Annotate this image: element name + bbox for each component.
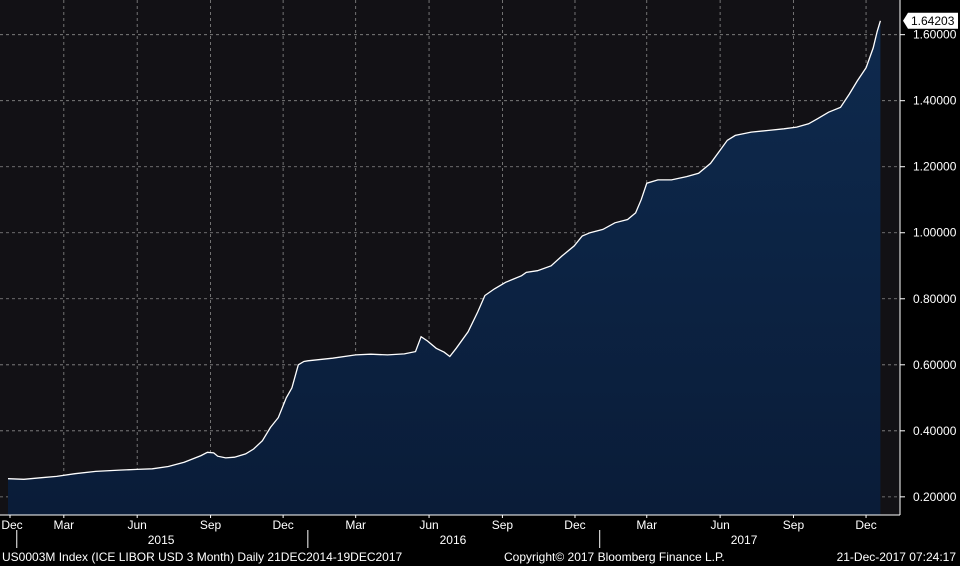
y-tick-label: 0.60000	[913, 358, 957, 372]
last-value-label: 1.64203	[911, 14, 955, 28]
series-line	[7, 20, 882, 480]
x-tick-label: Mar	[53, 518, 74, 532]
y-tick-label: 0.40000	[913, 424, 957, 438]
x-tick-label: Sep	[783, 518, 805, 532]
x-tick-label: Dec	[564, 518, 585, 532]
last-value-marker: 1.64203	[903, 12, 958, 29]
y-axis-ticks: 0.20000 0.40000 0.60000 0.80000 1.00000 1.200…	[900, 28, 957, 504]
x-tick-label: Dec	[1, 518, 22, 532]
year-label: 2016	[440, 533, 467, 547]
y-tick-label: 1.20000	[913, 160, 957, 174]
y-tick-label: 1.40000	[913, 94, 957, 108]
x-tick-label: Jun	[128, 518, 147, 532]
y-tick-label: 0.80000	[913, 292, 957, 306]
x-tick-label: Dec	[272, 518, 293, 532]
y-tick-label: 0.20000	[913, 490, 957, 504]
footer-copyright: Copyright© 2017 Bloomberg Finance L.P.	[504, 550, 725, 564]
year-label: 2017	[731, 533, 758, 547]
series-area	[8, 20, 881, 516]
x-tick-label: Dec	[855, 518, 876, 532]
x-tick-label: Sep	[492, 518, 514, 532]
x-axis-ticks: Dec Mar Jun Sep Dec Mar Jun Sep Dec Mar Jun Sep Dec 2…	[1, 515, 877, 548]
x-tick-label: Mar	[345, 518, 366, 532]
x-tick-label: Mar	[636, 518, 657, 532]
x-tick-label: Sep	[200, 518, 222, 532]
y-tick-label: 1.60000	[913, 28, 957, 42]
footer-timestamp: 21-Dec-2017 07:24:17	[837, 550, 957, 564]
footer-index-info: US0003M Index (ICE LIBOR USD 3 Month) Da…	[2, 550, 403, 564]
axes	[0, 0, 901, 516]
year-label: 2015	[148, 533, 175, 547]
x-tick-label: Jun	[710, 518, 729, 532]
last-value-box	[903, 12, 958, 29]
y-tick-label: 1.00000	[913, 226, 957, 240]
x-tick-label: Jun	[419, 518, 438, 532]
